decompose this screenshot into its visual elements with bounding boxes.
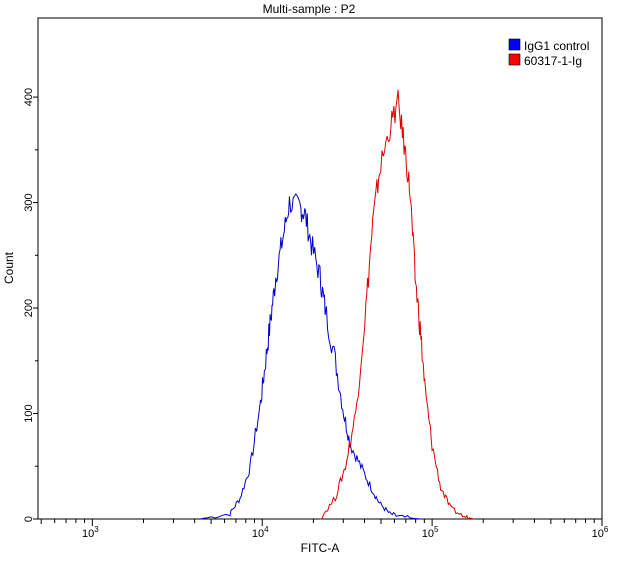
series-line-0 — [200, 193, 421, 520]
x-tick-label: 103 — [82, 525, 99, 540]
y-tick-label: 0 — [23, 516, 35, 522]
legend: IgG1 control 60317-1-Ig — [508, 38, 589, 68]
y-tick-label: 400 — [23, 88, 35, 106]
legend-label-60317: 60317-1-Ig — [524, 54, 582, 68]
x-tick-label: 104 — [252, 525, 269, 540]
y-tick-label: 100 — [23, 404, 35, 422]
x-tick-label: 105 — [422, 525, 439, 540]
x-axis-label: FITC-A — [301, 541, 340, 555]
legend-swatch-60317 — [508, 53, 521, 66]
legend-label-igg1: IgG1 control — [524, 39, 589, 53]
legend-swatch-igg1 — [508, 38, 521, 51]
chart-title: Multi-sample : P2 — [263, 2, 356, 16]
y-tick-label: 300 — [23, 193, 35, 211]
series-line-1 — [319, 89, 475, 520]
y-tick-label: 200 — [23, 299, 35, 317]
y-axis-label: Count — [2, 251, 16, 284]
x-tick-label: 106 — [592, 525, 609, 540]
